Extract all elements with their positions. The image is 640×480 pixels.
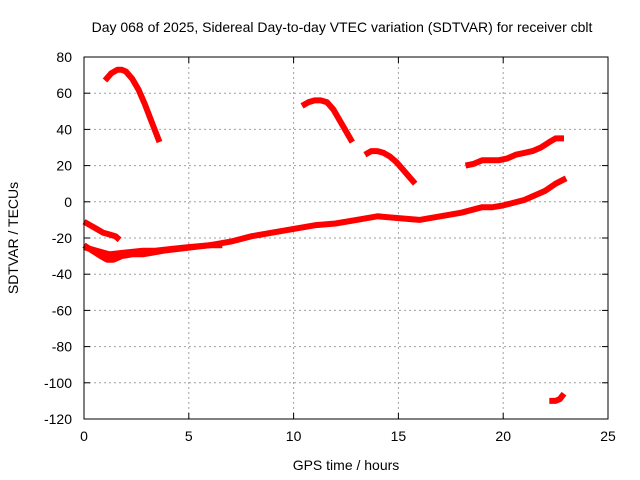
y-tick-label: -20 (52, 230, 72, 246)
grid (84, 57, 608, 419)
y-axis-label: SDTVAR / TECUs (5, 182, 21, 294)
x-tick-labels: 0 5 10 15 20 25 (80, 428, 616, 444)
x-tick-label: 0 (80, 428, 88, 444)
x-tick-label: 5 (185, 428, 193, 444)
y-tick-label: -100 (44, 375, 72, 391)
y-tick-label: -80 (52, 339, 72, 355)
y-tick-label: 60 (56, 85, 72, 101)
y-tick-label: -120 (44, 411, 72, 427)
series-arc-f (363, 148, 418, 186)
y-tick-label: 40 (56, 121, 72, 137)
series-arc-b (82, 219, 122, 243)
series-arc-g (464, 135, 564, 169)
x-axis-label: GPS time / hours (293, 457, 400, 473)
y-tick-label: 20 (56, 158, 72, 174)
x-tick-label: 25 (600, 428, 616, 444)
y-tick-label: -40 (52, 266, 72, 282)
chart-title: Day 068 of 2025, Sidereal Day-to-day VTE… (92, 19, 593, 35)
y-tick-label: 0 (64, 194, 72, 210)
ticks (83, 56, 609, 420)
x-tick-label: 20 (495, 428, 511, 444)
series-arc-a (102, 66, 163, 144)
y-tick-labels: -120 -100 -80 -60 -40 -20 0 20 40 60 80 (44, 49, 72, 427)
y-tick-label: -60 (52, 302, 72, 318)
y-tick-label: 80 (56, 49, 72, 65)
series-arc-d (83, 175, 568, 258)
series-layer (82, 66, 568, 404)
x-tick-label: 10 (286, 428, 302, 444)
series-arc-h (549, 391, 567, 404)
series-arc-e (300, 97, 355, 144)
x-tick-label: 15 (391, 428, 407, 444)
